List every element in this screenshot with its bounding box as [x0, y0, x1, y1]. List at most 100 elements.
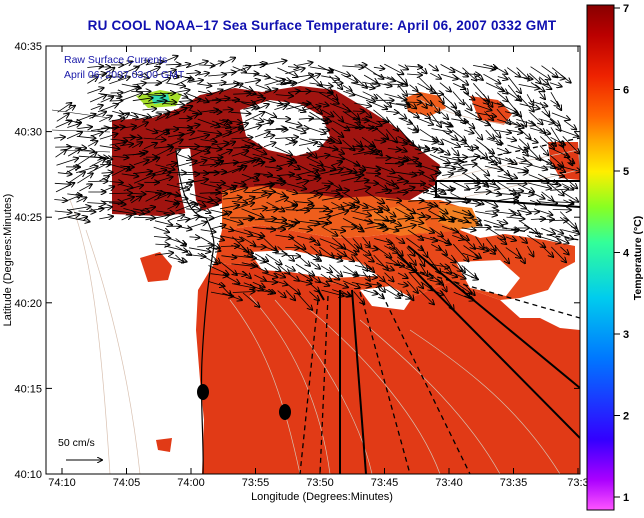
- current-vector: [122, 126, 136, 128]
- current-vector: [365, 183, 378, 184]
- current-vector: [449, 66, 468, 77]
- current-vector: [539, 101, 549, 116]
- current-vector: [288, 273, 299, 281]
- coastline-west: [200, 245, 215, 474]
- x-tick-label: 73:3: [567, 477, 588, 489]
- current-vector: [453, 280, 472, 293]
- current-vector: [352, 217, 373, 222]
- current-vector: [141, 67, 160, 75]
- current-vector: [308, 178, 321, 181]
- current-vector: [463, 130, 473, 133]
- current-vector: [373, 220, 395, 221]
- current-vector: [109, 203, 126, 205]
- current-vector: [376, 274, 385, 282]
- current-vector: [485, 246, 495, 254]
- current-vector: [187, 222, 206, 229]
- current-vector: [440, 281, 447, 292]
- current-vector: [376, 262, 394, 270]
- current-vector: [243, 254, 265, 262]
- current-vector: [244, 192, 266, 193]
- x-tick-label: 73:40: [435, 477, 463, 489]
- current-vector: [98, 207, 112, 209]
- current-vector: [318, 103, 329, 106]
- current-vector: [286, 183, 307, 189]
- current-vector: [189, 160, 206, 167]
- current-vector: [166, 163, 176, 165]
- current-vector: [375, 82, 391, 87]
- current-vector: [450, 138, 466, 144]
- current-vector: [539, 156, 555, 168]
- current-vector: [145, 215, 170, 221]
- current-vector: [231, 264, 256, 267]
- current-vector: [233, 182, 246, 185]
- current-vector: [341, 73, 357, 82]
- current-vector: [274, 219, 286, 220]
- current-vector: [233, 147, 249, 148]
- current-vector: [244, 80, 260, 83]
- current-vector: [109, 182, 122, 183]
- current-vector: [351, 282, 371, 286]
- current-vector: [320, 120, 331, 122]
- current-vector: [275, 95, 293, 96]
- current-vector: [242, 270, 251, 278]
- current-vector: [475, 118, 490, 126]
- current-vector: [319, 92, 338, 104]
- current-vector: [461, 228, 476, 230]
- current-vector: [277, 226, 293, 228]
- current-vector: [274, 261, 290, 274]
- current-vector: [343, 91, 354, 95]
- current-vector: [251, 147, 266, 154]
- current-vector: [373, 140, 385, 142]
- current-vector: [420, 245, 427, 257]
- current-vector: [376, 282, 385, 292]
- current-vector: [130, 197, 141, 204]
- current-vector: [442, 162, 463, 164]
- scale-arrow-label: 50 cm/s: [58, 437, 95, 449]
- current-vector: [54, 211, 72, 213]
- current-vector: [332, 120, 349, 131]
- current-vector: [111, 167, 130, 177]
- current-vector: [552, 120, 561, 131]
- current-vector: [208, 281, 224, 286]
- plot-area: [46, 46, 580, 474]
- current-vector: [385, 288, 400, 298]
- current-vector: [321, 289, 343, 296]
- current-vector: [56, 158, 79, 166]
- current-vector: [210, 132, 231, 141]
- current-vector: [528, 191, 544, 199]
- current-vector: [397, 112, 406, 119]
- current-vector: [284, 264, 295, 271]
- current-vector: [265, 246, 278, 252]
- current-vector: [507, 201, 518, 202]
- current-vector: [66, 132, 82, 140]
- current-vector: [417, 217, 431, 218]
- current-vector: [297, 255, 310, 266]
- current-vector: [89, 162, 111, 173]
- current-vector: [177, 94, 187, 98]
- current-vector: [263, 176, 281, 179]
- current-vector: [219, 205, 239, 210]
- current-vector: [463, 92, 474, 100]
- current-vector: [493, 66, 507, 74]
- current-vector: [222, 217, 243, 224]
- current-vector: [420, 281, 433, 291]
- current-vector: [438, 246, 447, 255]
- current-vector: [461, 202, 481, 204]
- current-vector: [254, 132, 270, 138]
- current-vector: [252, 236, 262, 238]
- current-vector: [230, 112, 251, 113]
- current-vector: [198, 65, 215, 66]
- current-vector: [263, 289, 275, 293]
- current-vector: [528, 148, 541, 160]
- current-vector: [87, 141, 98, 147]
- current-vector: [253, 63, 267, 66]
- current-vector: [418, 235, 437, 241]
- sst-field-south: [196, 262, 580, 474]
- current-vector: [208, 172, 226, 173]
- current-vector: [473, 248, 489, 251]
- current-vector: [441, 138, 460, 147]
- current-vector: [464, 109, 482, 119]
- current-vector: [354, 201, 367, 208]
- current-vector: [495, 84, 507, 93]
- current-vector: [186, 99, 200, 104]
